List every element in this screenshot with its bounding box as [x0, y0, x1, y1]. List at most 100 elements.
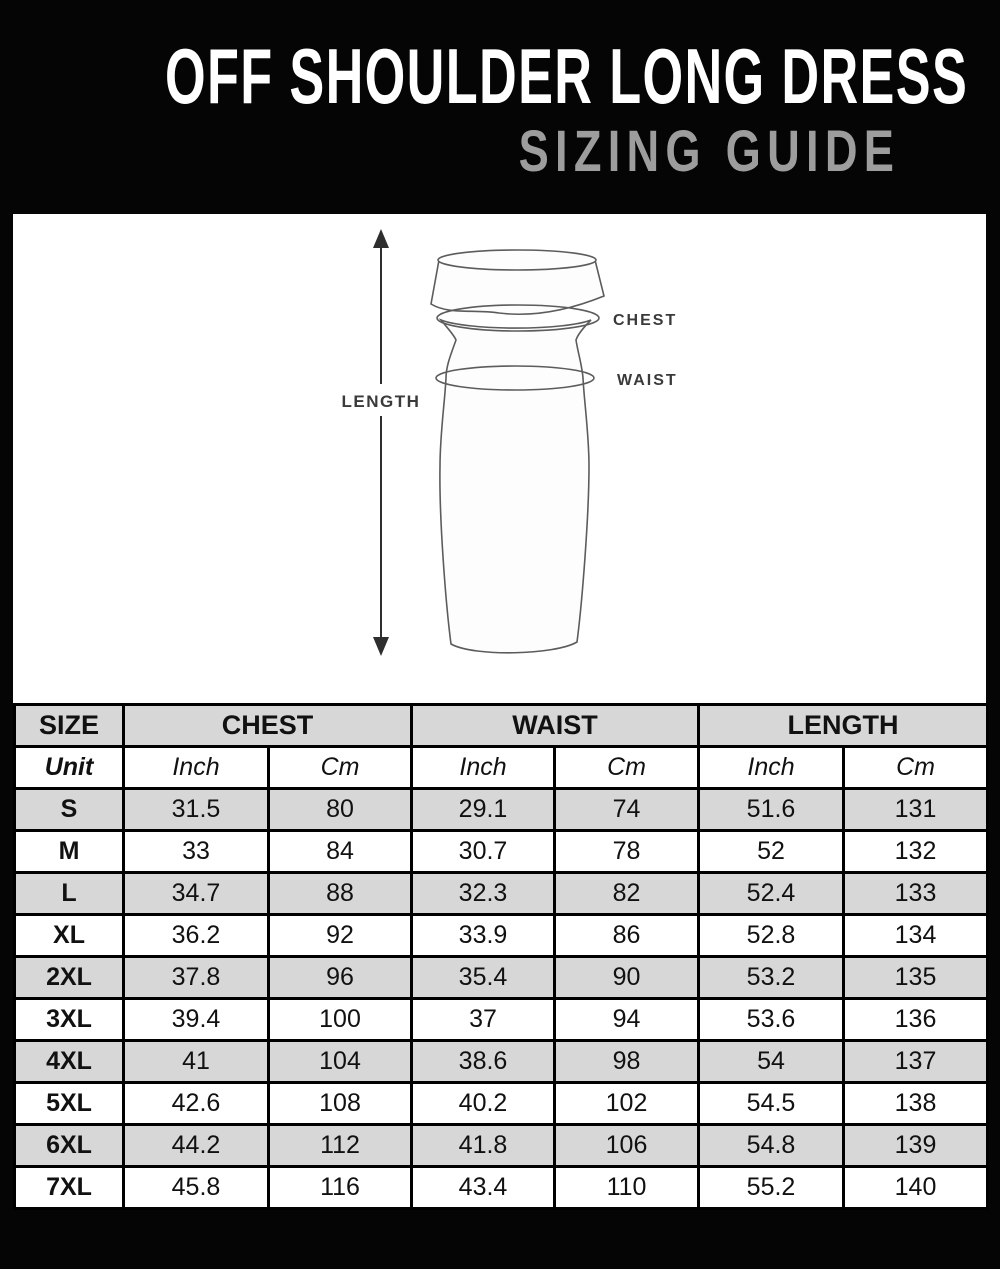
measurement-value-cell: 116 — [266, 1165, 414, 1210]
measurement-value-cell: 43.4 — [410, 1165, 557, 1210]
measurement-value-cell: 133 — [842, 871, 990, 916]
header-section: OFF SHOULDER LONG DRESS SIZING GUIDE — [0, 0, 1000, 214]
measurement-value-cell: 41.8 — [410, 1123, 557, 1168]
measurement-value-cell: 31.5 — [122, 787, 270, 832]
unit-cell-length-inch: Inch — [697, 745, 846, 790]
size-label-cell: 2XL — [13, 955, 125, 1000]
page-subtitle: SIZING GUIDE — [518, 119, 900, 184]
measurement-value-cell: 37 — [410, 997, 557, 1042]
measurement-value-cell: 42.6 — [122, 1081, 270, 1126]
measurement-value-cell: 52 — [697, 829, 846, 874]
measurement-value-cell: 52.4 — [697, 871, 846, 916]
size-label-cell: S — [13, 787, 125, 832]
measurement-value-cell: 110 — [553, 1165, 701, 1210]
measurement-value-cell: 33 — [122, 829, 270, 874]
measurement-value-cell: 98 — [553, 1039, 701, 1084]
unit-cell-waist-cm: Cm — [553, 745, 701, 790]
unit-cell-waist-inch: Inch — [410, 745, 557, 790]
measurement-value-cell: 41 — [122, 1039, 270, 1084]
measurement-value-cell: 53.2 — [697, 955, 846, 1000]
table-row: 3XL 39.4 100 37 94 53.6 136 — [13, 997, 990, 1042]
measurement-value-cell: 137 — [842, 1039, 990, 1084]
measurement-value-cell: 54 — [697, 1039, 846, 1084]
page-title: OFF SHOULDER LONG DRESS — [165, 32, 969, 120]
measurement-value-cell: 82 — [553, 871, 701, 916]
col-header-length: LENGTH — [697, 703, 990, 748]
measurement-value-cell: 100 — [266, 997, 414, 1042]
unit-cell-length-cm: Cm — [842, 745, 990, 790]
measurement-value-cell: 139 — [842, 1123, 990, 1168]
table-row: 7XL 45.8 116 43.4 110 55.2 140 — [13, 1165, 990, 1210]
measurement-value-cell: 138 — [842, 1081, 990, 1126]
measurement-value-cell: 54.8 — [697, 1123, 846, 1168]
table-group-header-row: SIZE CHEST WAIST LENGTH — [13, 703, 990, 748]
measurement-value-cell: 78 — [553, 829, 701, 874]
table-row: 5XL 42.6 108 40.2 102 54.5 138 — [13, 1081, 990, 1126]
measurement-value-cell: 44.2 — [122, 1123, 270, 1168]
dress-body-outline — [438, 318, 592, 654]
size-label-cell: M — [13, 829, 125, 874]
col-header-waist: WAIST — [410, 703, 701, 748]
measurement-value-cell: 88 — [266, 871, 414, 916]
measurement-diagram: LENGTH CHEST WAIST — [342, 229, 678, 656]
size-label-cell: 4XL — [13, 1039, 125, 1084]
measurement-value-cell: 84 — [266, 829, 414, 874]
measurement-value-cell: 53.6 — [697, 997, 846, 1042]
size-label-cell: 7XL — [13, 1165, 125, 1210]
chest-label: CHEST — [613, 312, 677, 329]
measurement-value-cell: 51.6 — [697, 787, 846, 832]
measurement-value-cell: 52.8 — [697, 913, 846, 958]
measurement-value-cell: 106 — [553, 1123, 701, 1168]
measurement-value-cell: 45.8 — [122, 1165, 270, 1210]
measurement-value-cell: 40.2 — [410, 1081, 557, 1126]
measurement-value-cell: 35.4 — [410, 955, 557, 1000]
measurement-value-cell: 30.7 — [410, 829, 557, 874]
sizing-table: SIZE CHEST WAIST LENGTH Unit Inch Cm Inc… — [13, 703, 990, 1210]
unit-row-label: Unit — [13, 745, 125, 790]
table-row: M 33 84 30.7 78 52 132 — [13, 829, 990, 874]
measurement-value-cell: 112 — [266, 1123, 414, 1168]
measurement-value-cell: 92 — [266, 913, 414, 958]
size-label-cell: 6XL — [13, 1123, 125, 1168]
table-unit-row: Unit Inch Cm Inch Cm Inch Cm — [13, 745, 990, 790]
measurement-value-cell: 134 — [842, 913, 990, 958]
measurement-value-cell: 135 — [842, 955, 990, 1000]
size-rows: S 31.5 80 29.1 74 51.6 131 M 33 84 30.7 78 52 132 L 34.… — [13, 787, 990, 1210]
table-row: 6XL 44.2 112 41.8 106 54.8 139 — [13, 1123, 990, 1168]
measurement-value-cell: 54.5 — [697, 1081, 846, 1126]
measurement-value-cell: 55.2 — [697, 1165, 846, 1210]
unit-cell-chest-cm: Cm — [266, 745, 414, 790]
size-label-cell: 3XL — [13, 997, 125, 1042]
measurement-value-cell: 34.7 — [122, 871, 270, 916]
content-panel: LENGTH CHEST WAIST SIZE — [13, 214, 990, 1210]
waist-measure-ellipse — [435, 365, 595, 391]
table-row: L 34.7 88 32.3 82 52.4 133 — [13, 871, 990, 916]
measurement-value-cell: 90 — [553, 955, 701, 1000]
unit-cell-chest-inch: Inch — [122, 745, 270, 790]
measurement-value-cell: 36.2 — [122, 913, 270, 958]
table-row: S 31.5 80 29.1 74 51.6 131 — [13, 787, 990, 832]
measurement-value-cell: 74 — [553, 787, 701, 832]
col-header-size: SIZE — [13, 703, 125, 748]
measurement-value-cell: 96 — [266, 955, 414, 1000]
measurement-value-cell: 104 — [266, 1039, 414, 1084]
measurement-value-cell: 132 — [842, 829, 990, 874]
measurement-value-cell: 33.9 — [410, 913, 557, 958]
size-label-cell: 5XL — [13, 1081, 125, 1126]
measurement-value-cell: 80 — [266, 787, 414, 832]
length-arrow-icon — [373, 229, 389, 656]
size-label-cell: L — [13, 871, 125, 916]
measurement-value-cell: 108 — [266, 1081, 414, 1126]
size-label-cell: XL — [13, 913, 125, 958]
measurement-value-cell: 136 — [842, 997, 990, 1042]
measurement-value-cell: 38.6 — [410, 1039, 557, 1084]
measurement-value-cell: 94 — [553, 997, 701, 1042]
length-label: LENGTH — [342, 392, 421, 411]
band-rim-outline — [437, 249, 597, 271]
measurement-value-cell: 140 — [842, 1165, 990, 1210]
chest-measure-ellipse — [436, 304, 600, 332]
measurement-value-cell: 86 — [553, 913, 701, 958]
waist-label: WAIST — [617, 372, 678, 389]
measurement-value-cell: 37.8 — [122, 955, 270, 1000]
